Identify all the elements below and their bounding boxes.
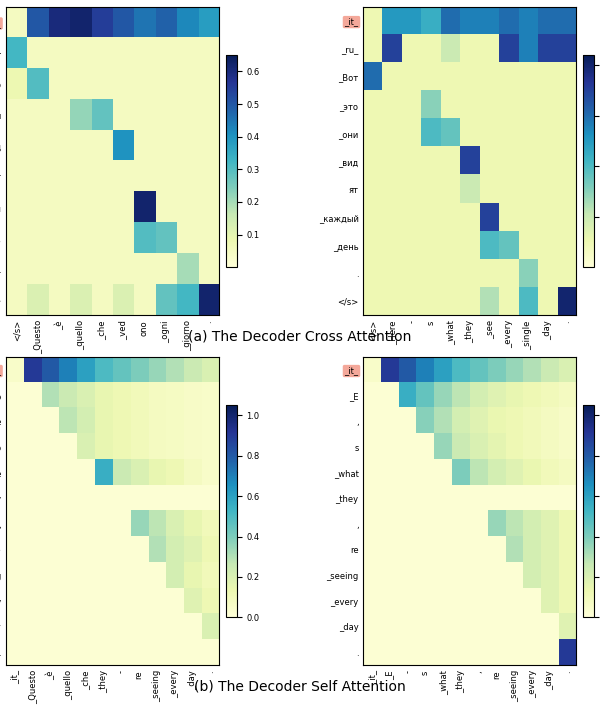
X-axis label: (a2) S-ENC-T-ENC: (a2) S-ENC-T-ENC <box>416 388 524 402</box>
Text: (a) The Decoder Cross Attention: (a) The Decoder Cross Attention <box>188 329 412 343</box>
Text: (b) The Decoder Self Attention: (b) The Decoder Self Attention <box>194 679 406 693</box>
X-axis label: (a1) T-ENC: (a1) T-ENC <box>79 393 146 406</box>
